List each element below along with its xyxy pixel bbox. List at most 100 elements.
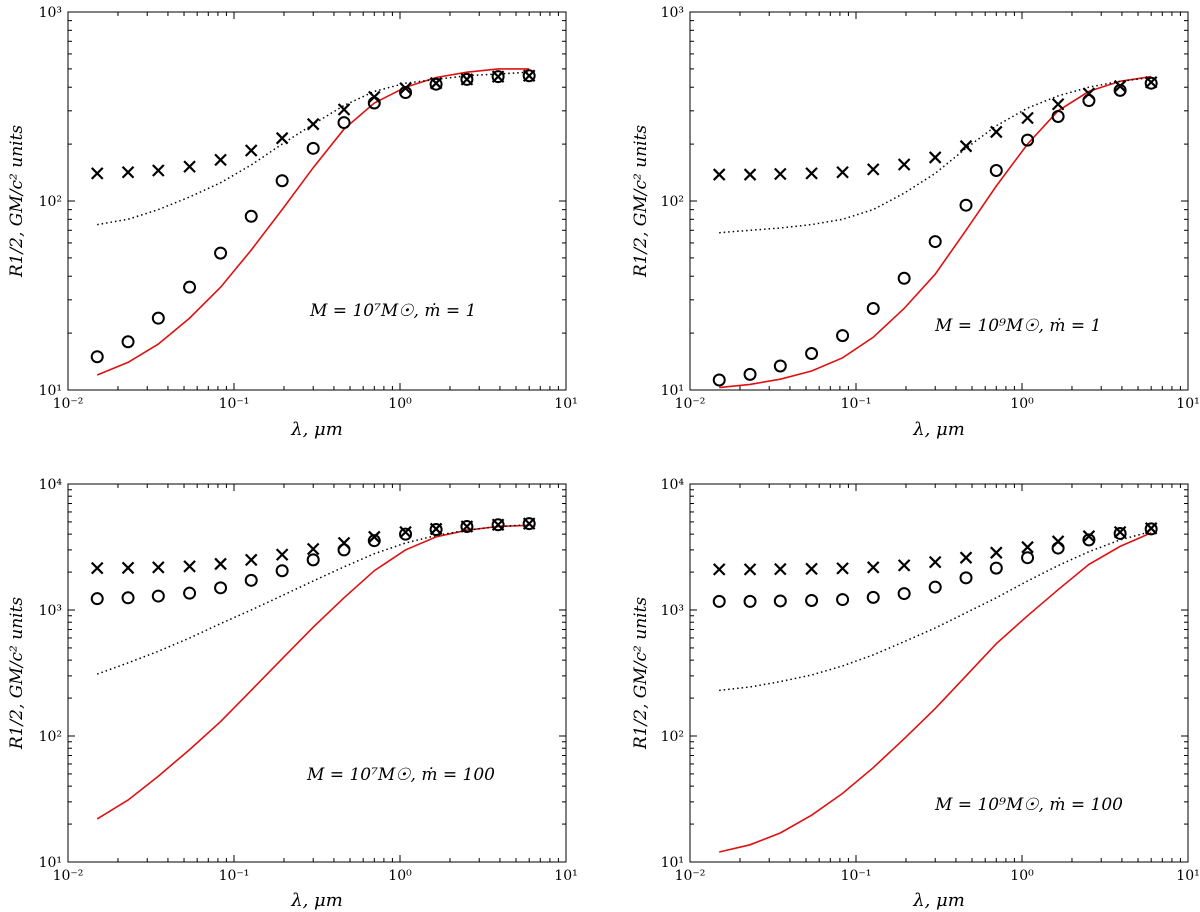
circle-marker	[306, 553, 320, 567]
circle-marker	[1082, 533, 1096, 547]
cross-marker	[1082, 529, 1096, 543]
y-tick-label: 10⁴	[39, 477, 63, 493]
x-axis-label: λ, μm	[912, 419, 965, 440]
plot-frame	[67, 483, 567, 863]
cross-marker	[743, 563, 757, 576]
circle-marker	[805, 346, 819, 360]
cross-marker	[275, 548, 289, 561]
plot-frame	[67, 11, 567, 391]
cross-marker	[805, 562, 818, 576]
circle-marker	[306, 141, 320, 155]
series-line-dotted	[97, 71, 530, 226]
y-tick-label: 10³	[39, 5, 62, 21]
x-tick-label: 10⁰	[388, 868, 412, 884]
cross-marker	[897, 559, 911, 572]
circle-marker	[337, 543, 351, 557]
x-tick-label: 10⁻¹	[841, 396, 872, 412]
cross-marker	[214, 557, 227, 571]
cross-marker	[337, 103, 351, 116]
y-tick-label: 10¹	[39, 855, 62, 871]
circle-marker	[897, 271, 911, 285]
circle-marker	[1051, 541, 1065, 555]
circle-marker	[151, 589, 165, 603]
x-tick-label: 10⁻¹	[841, 868, 872, 884]
circle-marker	[183, 586, 197, 600]
y-tick-label: 10³	[661, 5, 684, 21]
series-line-solid-red	[719, 75, 1152, 389]
x-tick-label: 10⁻²	[53, 868, 84, 884]
x-tick-label: 10¹	[1176, 868, 1199, 884]
y-axis-label: R1/2, GM/c² units	[7, 125, 27, 279]
cross-marker	[214, 153, 227, 167]
y-tick-label: 10²	[661, 729, 684, 745]
circle-marker	[214, 246, 228, 260]
panel-annotation: M = 10⁷M☉, ṁ = 1	[309, 301, 476, 321]
circle-marker	[959, 198, 973, 212]
cross-marker	[152, 561, 165, 574]
x-tick-label: 10⁻²	[675, 396, 706, 412]
panel-annotation: M = 10⁹M☉, ṁ = 1	[934, 316, 1101, 336]
circle-marker	[836, 593, 850, 607]
cross-marker	[866, 561, 880, 574]
y-tick-label: 10⁴	[661, 477, 685, 493]
x-tick-label: 10⁻¹	[219, 396, 250, 412]
y-tick-label: 10¹	[39, 383, 62, 399]
panel-annotation: M = 10⁹M☉, ṁ = 100	[934, 795, 1123, 815]
circle-marker	[1144, 76, 1158, 90]
circle-marker	[399, 527, 413, 541]
panel-annotation: M = 10⁷M☉, ṁ = 100	[306, 765, 495, 785]
circle-marker	[151, 311, 165, 325]
cross-marker	[275, 131, 289, 145]
x-axis-label: λ, μm	[912, 890, 965, 911]
cross-marker	[959, 551, 973, 564]
circle-marker	[743, 594, 757, 608]
x-axis-label: λ, μm	[290, 890, 343, 911]
circle-marker	[1021, 551, 1035, 565]
y-tick-label: 10²	[661, 194, 684, 210]
y-axis-label: R1/2, GM/c² units	[7, 597, 27, 751]
circle-marker	[367, 534, 381, 548]
cross-marker	[836, 165, 849, 179]
x-tick-label: 10¹	[554, 868, 577, 884]
circle-marker	[337, 116, 351, 130]
cross-marker	[399, 81, 412, 95]
circle-marker	[429, 77, 443, 91]
y-tick-label: 10²	[39, 729, 62, 745]
circle-marker	[1021, 133, 1035, 147]
circle-marker	[1113, 526, 1127, 540]
cross-marker	[90, 167, 104, 180]
circle-marker	[522, 517, 536, 531]
cross-marker	[774, 562, 787, 576]
cross-marker	[244, 553, 258, 567]
circle-marker	[491, 70, 505, 84]
cross-marker	[1113, 79, 1127, 93]
circle-marker	[522, 69, 536, 83]
circle-marker	[866, 301, 880, 315]
x-tick-label: 10⁰	[388, 396, 412, 412]
circle-marker	[712, 594, 726, 608]
circle-marker	[275, 174, 289, 188]
cross-marker	[244, 144, 258, 157]
y-tick-label: 10²	[39, 194, 62, 210]
circle-marker	[491, 518, 505, 532]
circle-marker	[1082, 94, 1096, 108]
x-tick-label: 10¹	[554, 396, 577, 412]
panel-m7-mdot1: 10⁻² 10⁻¹ 10⁰ 10¹ 10¹ 10² 10³ R1/2, GM/c² unit…	[7, 5, 578, 440]
cross-marker	[121, 165, 135, 179]
series-line-solid-red	[719, 532, 1152, 853]
cross-marker	[183, 160, 196, 173]
cross-marker	[928, 555, 942, 569]
y-tick-label: 10¹	[661, 855, 684, 871]
cross-marker	[1021, 540, 1034, 554]
cross-marker	[959, 139, 973, 153]
circle-marker	[743, 367, 757, 381]
circle-marker	[214, 581, 228, 595]
cross-marker	[368, 530, 381, 544]
cross-marker	[990, 125, 1003, 139]
circle-marker	[90, 350, 104, 364]
cross-marker	[90, 561, 104, 575]
cross-marker	[866, 163, 880, 176]
y-axis-label: R1/2, GM/c² units	[631, 597, 651, 751]
x-tick-label: 10⁰	[1010, 396, 1034, 412]
circle-marker	[712, 373, 726, 387]
